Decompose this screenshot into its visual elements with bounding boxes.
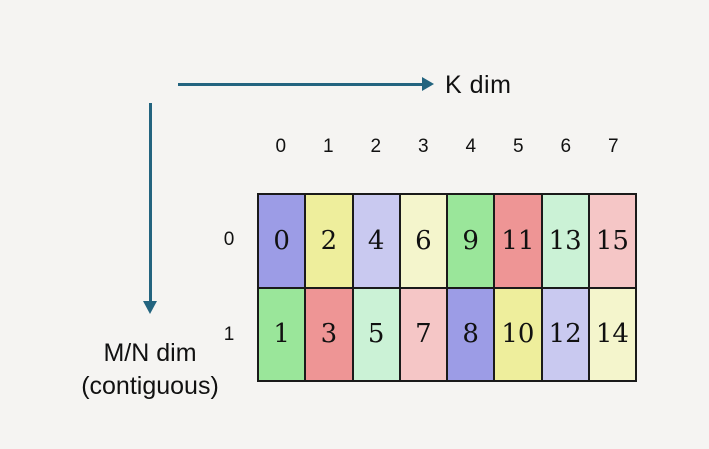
grid-cell-r0-c1: 2 <box>305 194 353 288</box>
mn-dim-arrow-shaft <box>149 103 152 302</box>
grid-row-0: 0 2 4 6 9 11 13 15 <box>258 194 636 288</box>
grid-cell-r0-c7: 15 <box>588 194 636 288</box>
grid-cell-r1-c7: 14 <box>588 287 636 381</box>
data-grid: 0 2 4 6 9 11 13 15 1 3 5 7 8 10 12 14 <box>257 193 637 382</box>
col-header-3: 3 <box>417 136 429 157</box>
mn-dim-label: M/N dim (contiguous) <box>35 337 265 403</box>
grid-cell-r1-c5: 10 <box>494 287 542 381</box>
row-header-1: 1 <box>223 323 235 345</box>
grid-cell-r1-c6: 12 <box>541 287 589 381</box>
col-header-1: 1 <box>322 136 334 157</box>
col-header-7: 7 <box>607 136 619 157</box>
row-header-0: 0 <box>223 229 235 251</box>
col-header-2: 2 <box>370 136 382 157</box>
grid-cell-r1-c0: 1 <box>258 287 306 381</box>
grid-cell-r1-c3: 7 <box>399 287 447 381</box>
grid-cell-r0-c5: 11 <box>494 194 542 288</box>
k-dim-arrow-shaft <box>178 83 424 86</box>
mn-dim-label-line2: (contiguous) <box>81 372 219 400</box>
grid-cell-r1-c4: 8 <box>447 287 495 381</box>
grid-cell-r0-c6: 13 <box>541 194 589 288</box>
col-header-6: 6 <box>560 136 572 157</box>
grid-cell-r1-c2: 5 <box>352 287 400 381</box>
col-header-4: 4 <box>465 136 477 157</box>
grid-cell-r0-c3: 6 <box>399 194 447 288</box>
grid-cell-r0-c4: 9 <box>447 194 495 288</box>
mn-dim-arrowhead-icon <box>143 301 157 314</box>
grid-row-1: 1 3 5 7 8 10 12 14 <box>258 287 636 381</box>
k-dim-label: K dim <box>445 71 512 99</box>
grid-cell-r0-c0: 0 <box>258 194 306 288</box>
column-headers: 0 1 2 3 4 5 6 7 <box>257 135 637 159</box>
grid-cell-r1-c1: 3 <box>305 287 353 381</box>
col-header-0: 0 <box>275 136 287 157</box>
grid-cell-r0-c2: 4 <box>352 194 400 288</box>
mn-dim-label-line1: M/N dim <box>103 339 197 367</box>
k-dim-arrowhead-icon <box>422 77 434 91</box>
col-header-5: 5 <box>512 136 524 157</box>
